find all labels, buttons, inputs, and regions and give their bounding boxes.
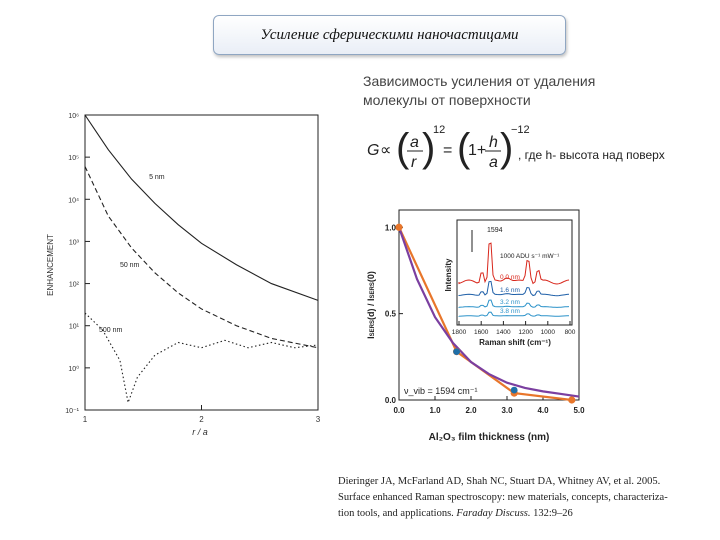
- slide-title-box: Усиление сферическими наночастицами: [213, 15, 566, 55]
- citation-line-3-a: tion tools, and applications.: [338, 508, 457, 519]
- formula-a-denominator: a: [489, 154, 498, 171]
- formula-r: r: [411, 154, 417, 171]
- sers-thickness-chart: ISERS(d) / ISERS(0) Al₂O₃ film thickness…: [366, 209, 585, 443]
- raman-trace-label: 3.2 nm: [500, 299, 520, 306]
- citation-line-3: tion tools, and applications. Faraday Di…: [338, 506, 713, 522]
- enhancement-series-line: [84, 114, 319, 301]
- enhancement-x-tick-label: 1: [83, 415, 88, 424]
- enhancement-x-tick-label: 3: [316, 415, 321, 424]
- raman-x-tick-label: 1400: [496, 329, 511, 336]
- raman-x-tick-label: 1000: [541, 329, 556, 336]
- raman-trace: [458, 280, 570, 297]
- enhancement-y-axis-label: ENHANCEMENT: [46, 234, 55, 296]
- raman-x-tick-label: 1200: [518, 329, 533, 336]
- raman-trace-label: 1.6 nm: [500, 287, 520, 294]
- sers-blue-point: [510, 386, 518, 394]
- formula-one: 1+: [468, 142, 486, 159]
- sers-x-axis-label: Al₂O₃ film thickness (nm): [429, 432, 550, 443]
- sers-x-tick-label: 0.0: [393, 406, 405, 415]
- formula-eq: =: [443, 142, 452, 159]
- formula-prop: ∝: [380, 142, 391, 159]
- enhancement-y-tick-label: 10¹: [69, 324, 80, 331]
- formula-paren-right-1: ): [422, 126, 435, 170]
- sers-y-axis-label: ISERS(d) / ISERS(0): [366, 271, 376, 339]
- raman-inset-x-label: Raman shift (cm⁻¹): [479, 338, 551, 347]
- raman-x-tick-label: 1800: [452, 329, 467, 336]
- enhancement-series-label: 50 nm: [120, 262, 140, 269]
- sers-x-tick-label: 4.0: [537, 406, 549, 415]
- sers-x-tick-label: 5.0: [573, 406, 585, 415]
- sers-plot-frame: [398, 209, 580, 401]
- citation-line-3-c: 132:9–26: [530, 508, 573, 519]
- formula-a: a: [410, 134, 419, 151]
- subtitle-line-1: Зависимость усиления от удаления: [363, 73, 596, 89]
- reference-citation: Dieringer JA, McFarland AD, Shah NC, Stu…: [338, 474, 713, 522]
- raman-trace: [458, 311, 569, 317]
- raman-x-tick-label: 1600: [474, 329, 489, 336]
- enhancement-y-tick-label: 10²: [69, 282, 80, 289]
- enhancement-y-tick-label: 10⁴: [68, 197, 79, 204]
- subtitle-line-2: молекулы от поверхности: [363, 92, 531, 108]
- citation-journal: Faraday Discuss.: [456, 508, 531, 519]
- slide-title: Усиление сферическими наночастицами: [260, 26, 519, 43]
- formula-paren-right-2: ): [500, 126, 513, 170]
- sers-y-tick-label: 0.0: [385, 396, 397, 405]
- enhancement-x-axis-label: r / a: [192, 427, 208, 437]
- sers-x-tick-label: 3.0: [501, 406, 513, 415]
- slide-subtitle: Зависимость усиления от удаления молекул…: [363, 72, 663, 110]
- enhancement-y-tick-label: 10³: [69, 239, 80, 246]
- enhancement-chart: ENHANCEMENT r / a 10⁶ 10⁵ 10⁴ 10³ 10² 10¹ 10⁰ 1…: [46, 113, 321, 437]
- formula-h: h: [489, 134, 498, 151]
- sers-orange-point: [395, 223, 403, 231]
- sers-series-line: [397, 226, 580, 398]
- sers-y-tick-label: 0.5: [385, 310, 397, 319]
- enhancement-x-tick-label: 2: [199, 415, 204, 424]
- sers-y-tick-label: 1.0: [385, 223, 397, 232]
- citation-line-2: Surface enhanced Raman spectroscopy: new…: [338, 492, 668, 503]
- raman-scale-label: 1000 ADU s⁻¹ mW⁻¹: [500, 253, 560, 260]
- enhancement-y-tick-label: 10⁶: [68, 113, 79, 120]
- raman-trace: [458, 299, 570, 308]
- enhancement-series-label: 5 nm: [149, 174, 165, 181]
- sers-x-tick-label: 1.0: [429, 406, 441, 415]
- sers-x-tick-label: 2.0: [465, 406, 477, 415]
- enhancement-y-tick-label: 10⁻¹: [65, 408, 79, 415]
- raman-trace: [458, 242, 570, 285]
- raman-inset: Intensity Raman shift (cm⁻¹) 1594 1000 A…: [444, 219, 576, 347]
- enhancement-series-line: [84, 312, 319, 405]
- enhancement-series-line: [84, 166, 319, 349]
- citation-line-1: Dieringer JA, McFarland AD, Shah NC, Stu…: [338, 476, 661, 487]
- raman-inset-y-label: Intensity: [444, 258, 453, 291]
- formula-exp-2: −12: [511, 125, 530, 136]
- enhancement-formula: G ∝ ( a r ) 12 = ( 1+ h a ) −12: [367, 125, 530, 171]
- enhancement-y-tick-label: 10⁰: [68, 365, 79, 373]
- formula-paren-left-1: (: [396, 126, 410, 170]
- raman-x-tick-label: 800: [565, 329, 576, 336]
- formula-note: , где h- высота над поверх: [518, 148, 665, 162]
- raman-trace-label: 0.0 nm: [500, 274, 520, 281]
- enhancement-series-label: 500 nm: [99, 327, 123, 334]
- enhancement-y-tick-label: 10⁵: [68, 155, 79, 162]
- raman-peak-label: 1594: [487, 227, 503, 234]
- raman-trace-label: 3.8 nm: [500, 308, 520, 315]
- sers-annotation: ν_vib = 1594 cm⁻¹: [404, 386, 478, 396]
- sers-orange-point: [568, 396, 576, 404]
- formula-lhs: G: [367, 142, 379, 159]
- formula-exp-1: 12: [433, 125, 445, 136]
- sers-blue-point: [453, 348, 460, 356]
- formula-paren-left-2: (: [457, 126, 471, 170]
